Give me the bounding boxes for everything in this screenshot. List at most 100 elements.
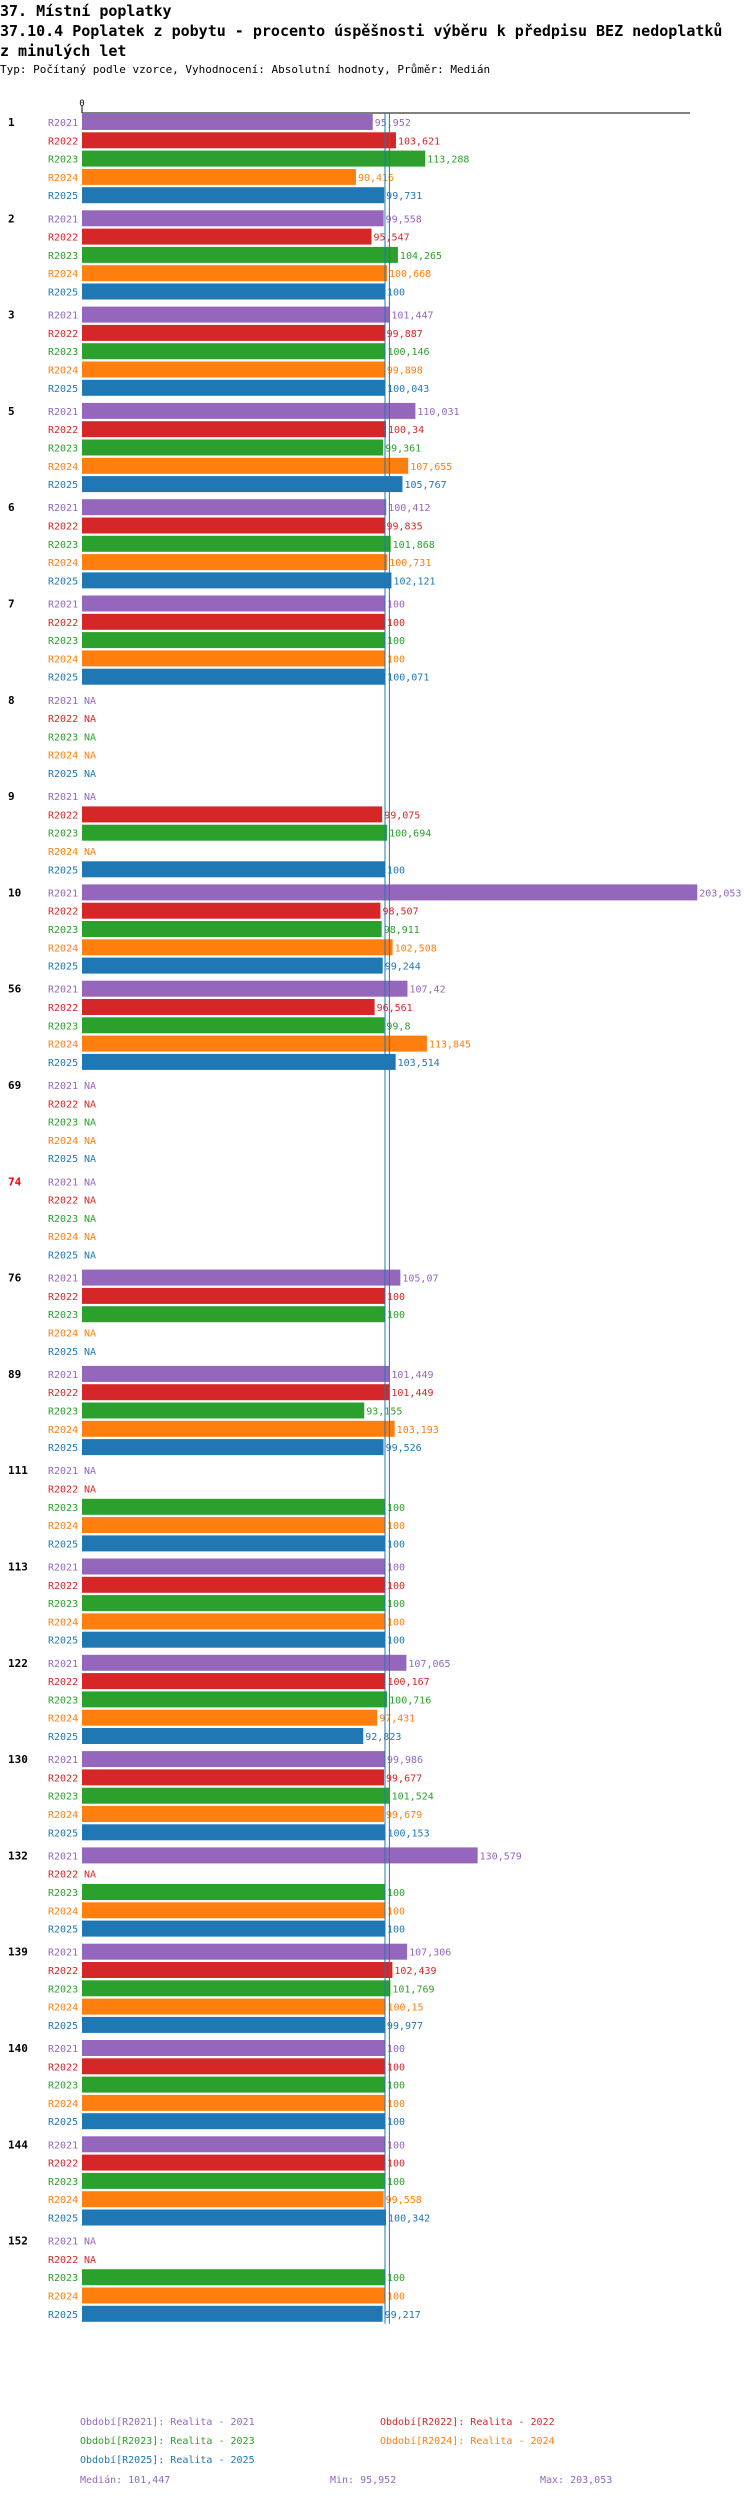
bar xyxy=(82,439,384,456)
series-label: R2024 xyxy=(48,462,78,473)
series-label: R2025 xyxy=(48,191,78,202)
bar xyxy=(82,613,385,630)
series-label: R2023 xyxy=(48,2273,78,2284)
series-label: R2025 xyxy=(48,673,78,684)
series-label: R2024 xyxy=(48,2195,78,2206)
chart-subtitle: Typ: Počítaný podle vzorce, Vyhodnocení:… xyxy=(0,63,491,76)
group-label: 9 xyxy=(8,790,15,803)
series-label: R2024 xyxy=(48,943,78,954)
series-label: R2025 xyxy=(48,2021,78,2032)
bar xyxy=(82,150,426,167)
chart-title: 37.10.4 Poplatek z pobytu - procento úsp… xyxy=(0,22,723,40)
group-label: 8 xyxy=(8,694,15,707)
data-label: 100 xyxy=(387,1636,405,1647)
series-label: R2024 xyxy=(48,2292,78,2303)
bar xyxy=(82,1998,386,2015)
series-label: R2023 xyxy=(48,1695,78,1706)
series-label: R2024 xyxy=(48,1714,78,1725)
bar xyxy=(82,379,386,396)
series-label: R2025 xyxy=(48,2310,78,2321)
series-label: R2021 xyxy=(48,696,78,707)
data-label: 100 xyxy=(387,2292,405,2303)
series-label: R2021 xyxy=(48,1563,78,1574)
data-label: 90,416 xyxy=(358,173,394,184)
series-label: R2025 xyxy=(48,288,78,299)
series-label: R2023 xyxy=(48,1021,78,1032)
data-label: NA xyxy=(84,751,96,762)
bar xyxy=(82,1269,401,1286)
bar xyxy=(82,1751,385,1768)
data-label: 103,193 xyxy=(397,1425,439,1436)
chart-title-continued: z minulých let xyxy=(0,42,127,60)
series-label: R2024 xyxy=(48,366,78,377)
bar xyxy=(82,1884,385,1900)
series-label: R2023 xyxy=(48,1984,78,1995)
group-label: 89 xyxy=(8,1368,21,1381)
series-label: R2021 xyxy=(48,214,78,225)
data-label: 100,153 xyxy=(387,1828,429,1839)
legend-item: Období[R2023]: Realita - 2023 xyxy=(80,2435,255,2447)
series-label: R2021 xyxy=(48,407,78,418)
group-label: 152 xyxy=(8,2235,28,2248)
series-label: R2025 xyxy=(48,2214,78,2225)
bar xyxy=(82,2136,385,2153)
data-label: 100 xyxy=(387,1503,405,1514)
group-label: 74 xyxy=(8,1175,22,1188)
series-label: R2022 xyxy=(48,1870,78,1881)
group-label: 3 xyxy=(8,309,15,322)
data-label: 100,071 xyxy=(387,673,429,684)
data-label: NA xyxy=(84,1347,96,1358)
data-label: NA xyxy=(84,696,96,707)
bar xyxy=(82,283,385,300)
data-label: 100 xyxy=(387,1521,405,1532)
data-label: 100 xyxy=(387,618,405,629)
bar xyxy=(82,1558,385,1575)
bar xyxy=(82,210,384,227)
stat-median: Medián: 101,447 xyxy=(80,2474,170,2486)
bar xyxy=(82,921,382,937)
bar xyxy=(82,980,408,997)
bar xyxy=(82,1654,407,1671)
data-label: 113,288 xyxy=(427,155,469,166)
series-label: R2024 xyxy=(48,751,78,762)
bar xyxy=(82,1902,385,1919)
series-label: R2025 xyxy=(48,962,78,973)
data-label: 100 xyxy=(387,1581,405,1592)
series-label: R2023 xyxy=(48,540,78,551)
data-label: NA xyxy=(84,2255,96,2266)
series-label: R2025 xyxy=(48,1347,78,1358)
data-label: 99,361 xyxy=(385,444,421,455)
data-label: 105,767 xyxy=(404,480,446,491)
series-label: R2023 xyxy=(48,347,78,358)
data-label: 100 xyxy=(387,2062,405,2073)
data-label: 100 xyxy=(387,1888,405,1899)
series-label: R2024 xyxy=(48,1521,78,1532)
series-label: R2021 xyxy=(48,1755,78,1766)
series-label: R2021 xyxy=(48,1370,78,1381)
bar xyxy=(82,361,385,378)
data-label: 110,031 xyxy=(417,407,459,418)
series-label: R2024 xyxy=(48,2099,78,2110)
series-label: R2025 xyxy=(48,1732,78,1743)
data-label: 99,835 xyxy=(387,522,423,533)
bar xyxy=(82,902,381,919)
series-label: R2021 xyxy=(48,2237,78,2248)
series-label: R2021 xyxy=(48,118,78,129)
series-label: R2025 xyxy=(48,384,78,395)
bar xyxy=(82,265,388,282)
series-label: R2021 xyxy=(48,1659,78,1670)
bar xyxy=(82,1439,384,1456)
bar xyxy=(82,1691,388,1708)
bar xyxy=(82,306,390,323)
bar xyxy=(82,632,385,649)
bar xyxy=(82,228,372,245)
series-label: R2022 xyxy=(48,233,78,244)
data-label: NA xyxy=(84,1466,96,1477)
series-label: R2021 xyxy=(48,503,78,514)
series-label: R2025 xyxy=(48,480,78,491)
stat-max: Max: 203,053 xyxy=(540,2475,612,2486)
data-label: 103,621 xyxy=(398,136,440,147)
series-label: R2025 xyxy=(48,1539,78,1550)
bar xyxy=(82,1728,364,1744)
series-label: R2022 xyxy=(48,810,78,821)
